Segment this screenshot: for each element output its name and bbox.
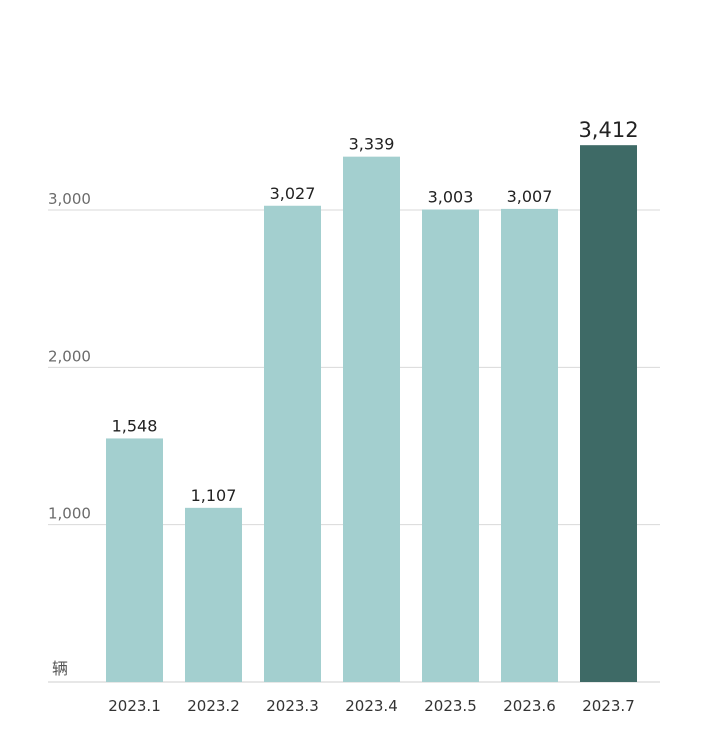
data-label: 3,412 (578, 118, 638, 142)
bar (264, 205, 321, 682)
x-tick-label: 2023.3 (266, 697, 319, 715)
data-label: 3,003 (428, 188, 474, 207)
x-tick-label: 2023.6 (503, 697, 556, 715)
data-label: 1,107 (191, 486, 237, 505)
bar (580, 145, 637, 683)
data-label: 1,548 (112, 416, 158, 435)
bar (106, 438, 163, 682)
y-unit-label: 辆 (52, 659, 68, 678)
bars-layer (106, 145, 637, 683)
y-tick-label: 2,000 (48, 347, 91, 365)
data-label: 3,027 (270, 184, 316, 203)
x-tick-label: 2023.1 (108, 697, 161, 715)
x-tick-label: 2023.4 (345, 697, 398, 715)
bar (343, 156, 400, 682)
x-tick-label: 2023.7 (582, 697, 635, 715)
y-tick-label: 1,000 (48, 505, 91, 523)
x-tick-label: 2023.2 (187, 697, 240, 715)
data-label: 3,339 (349, 135, 395, 154)
bar (185, 507, 242, 682)
bar (501, 208, 558, 682)
x-tick-label: 2023.5 (424, 697, 477, 715)
y-tick-label: 3,000 (48, 190, 91, 208)
labels-layer: 1,548 2023.1 1,107 2023.2 3,027 2023.3 3,339 20… (108, 118, 638, 715)
data-label: 3,007 (507, 187, 553, 206)
bar (422, 209, 479, 682)
